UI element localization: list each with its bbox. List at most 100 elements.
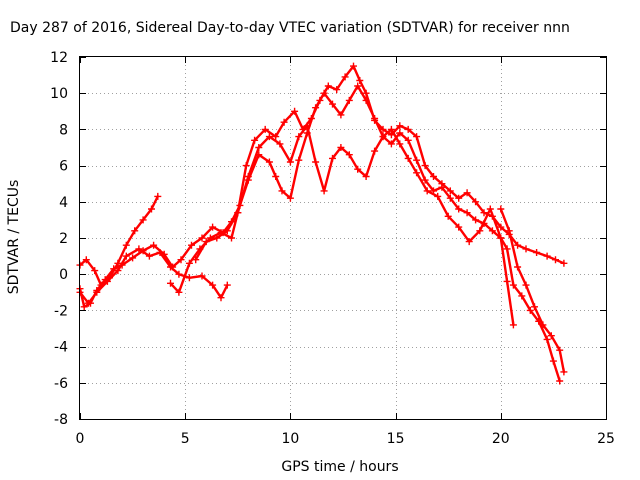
data-point-marker	[177, 256, 185, 264]
data-point-marker	[488, 227, 496, 235]
data-point-marker	[261, 125, 269, 133]
data-point-marker	[539, 321, 547, 329]
data-point-marker	[150, 241, 158, 249]
data-point-marker	[234, 209, 242, 217]
data-point-marker	[423, 187, 431, 195]
data-point-marker	[160, 250, 168, 258]
y-tick-label: -2	[54, 303, 68, 319]
data-point-marker	[421, 162, 429, 170]
data-point-marker	[209, 281, 217, 289]
x-tick-label: 25	[597, 431, 615, 447]
x-tick-label: 15	[387, 431, 405, 447]
data-point-marker	[114, 259, 122, 267]
data-point-marker	[354, 165, 362, 173]
data-point-marker	[303, 122, 311, 130]
y-tick-label: 10	[50, 86, 68, 102]
data-point-marker	[192, 256, 200, 264]
series-trace	[78, 84, 561, 383]
data-point-marker	[185, 274, 193, 282]
data-point-marker	[463, 209, 471, 217]
data-point-marker	[209, 223, 217, 231]
series-satellite-track-6	[497, 205, 568, 376]
data-point-marker	[82, 256, 90, 264]
series-satellite-track-4	[167, 62, 568, 296]
data-point-marker	[122, 252, 130, 260]
data-point-marker	[446, 194, 454, 202]
data-point-marker	[139, 216, 147, 224]
data-point-marker	[543, 335, 551, 343]
data-point-marker	[514, 263, 522, 271]
data-point-marker	[101, 276, 109, 284]
data-point-marker	[413, 156, 421, 164]
data-point-marker	[518, 292, 526, 300]
data-point-marker	[444, 212, 452, 220]
data-point-marker	[509, 281, 517, 289]
data-point-marker	[341, 73, 349, 81]
data-point-marker	[80, 303, 88, 311]
data-point-marker	[145, 252, 153, 260]
data-point-marker	[455, 223, 463, 231]
data-point-marker	[154, 192, 162, 200]
y-tick-label: -6	[54, 376, 68, 392]
data-point-marker	[175, 288, 183, 296]
y-tick-label: -8	[54, 412, 68, 428]
data-point-marker	[131, 227, 139, 235]
data-point-marker	[114, 267, 122, 275]
data-point-marker	[333, 86, 341, 94]
data-point-marker	[148, 205, 155, 213]
data-point-marker	[122, 241, 130, 249]
data-point-marker	[379, 125, 387, 133]
data-point-marker	[552, 256, 559, 264]
data-point-marker	[543, 252, 551, 260]
data-point-marker	[430, 173, 437, 180]
data-point-marker	[350, 62, 357, 70]
data-point-marker	[213, 234, 221, 242]
data-point-marker	[413, 169, 421, 177]
data-point-marker	[286, 158, 294, 166]
data-point-marker	[345, 96, 353, 104]
data-point-marker	[371, 147, 379, 155]
data-point-marker	[139, 247, 147, 255]
data-point-marker	[560, 368, 568, 376]
data-point-marker	[198, 272, 206, 280]
data-point-marker	[522, 281, 530, 289]
data-point-marker	[291, 107, 299, 115]
data-point-marker	[118, 261, 126, 269]
series-satellite-track-2	[76, 245, 231, 307]
data-point-marker	[354, 82, 362, 90]
data-point-marker	[531, 303, 538, 311]
data-point-marker	[295, 133, 303, 141]
data-point-marker	[324, 82, 332, 90]
data-point-marker	[129, 254, 137, 262]
data-point-marker	[362, 89, 370, 97]
data-point-marker	[169, 263, 177, 271]
data-point-marker	[93, 287, 101, 294]
y-tick-label: 2	[59, 231, 68, 247]
data-point-marker	[110, 265, 118, 273]
data-point-marker	[526, 306, 534, 314]
data-point-marker	[286, 194, 294, 202]
data-point-marker	[404, 154, 412, 162]
data-point-marker	[438, 180, 446, 188]
data-point-marker	[337, 144, 345, 151]
data-point-marker	[446, 187, 454, 195]
y-tick-label: 8	[59, 122, 68, 138]
data-point-marker	[533, 249, 541, 256]
data-point-marker	[472, 198, 480, 206]
series-satellite-track-5	[192, 122, 517, 329]
data-point-marker	[371, 116, 379, 124]
data-point-marker	[455, 194, 463, 202]
data-point-marker	[91, 267, 99, 275]
series-satellite-track-3	[76, 82, 564, 385]
y-tick-label: 0	[59, 267, 68, 283]
data-point-marker	[387, 140, 395, 148]
data-point-marker	[497, 223, 505, 231]
data-point-marker	[337, 111, 345, 119]
data-point-marker	[175, 270, 183, 278]
x-tick-label: 20	[492, 431, 510, 447]
axis-ticks: 0 5 10 15 20 25 -8 -6 -4 -2 0 2 4 6 8 10 12	[50, 50, 615, 447]
x-tick-label: 0	[76, 431, 85, 447]
data-point-marker	[272, 133, 280, 141]
